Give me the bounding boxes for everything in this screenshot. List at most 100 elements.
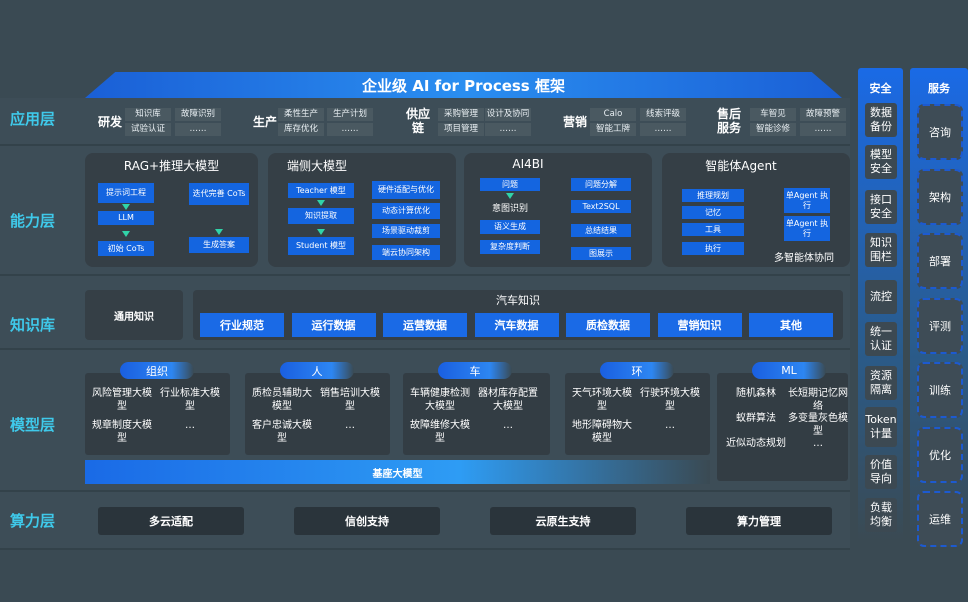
compute-item[interactable]: 多云适配 — [98, 507, 244, 535]
agent-panel: 智能体Agent 推理规划 记忆 工具 执行 单Agent 执行 单Agent … — [662, 153, 850, 267]
service-item[interactable]: 运维 — [917, 491, 963, 547]
agent-footer: 多智能体协同 — [774, 253, 834, 264]
framework-title: 企业级 AI for Process 框架 — [85, 72, 842, 98]
security-item[interactable]: 接口安全 — [865, 190, 897, 224]
service-item[interactable]: 训练 — [917, 362, 963, 418]
knowledge-item[interactable]: 运营数据 — [383, 313, 467, 337]
auto-knowledge-title: 汽车知识 — [496, 294, 540, 307]
knowledge-item[interactable]: 行业规范 — [200, 313, 284, 337]
layer-label-app: 应用层 — [10, 110, 56, 128]
rag-box: 生成答案 — [189, 237, 249, 253]
service-item[interactable]: 部署 — [917, 233, 963, 289]
model-panel-2 — [245, 373, 390, 455]
app-item[interactable]: 项目管理 — [438, 123, 484, 136]
security-item[interactable]: Token计量 — [865, 407, 897, 447]
model-item: 器材库存配置大模型 — [478, 388, 538, 412]
arrow-down-icon — [506, 193, 514, 199]
edge-box: Teacher 模型 — [288, 183, 354, 198]
app-layer-band — [0, 98, 850, 146]
security-item[interactable]: 资源隔离 — [865, 366, 897, 400]
ai4bi-box: 图展示 — [571, 247, 631, 260]
edge-title: 端侧大模型 — [286, 159, 347, 173]
edge-box: 硬件适配与优化 — [372, 181, 440, 199]
edge-box: 场景驱动裁剪 — [372, 224, 440, 238]
edge-box: Student 模型 — [288, 237, 354, 255]
model-category-pill[interactable]: 车 — [438, 362, 512, 379]
knowledge-item[interactable]: 质检数据 — [566, 313, 650, 337]
model-category-pill[interactable]: 环 — [600, 362, 674, 379]
model-item: 风险管理大模型 — [92, 388, 152, 412]
security-item[interactable]: 统一认证 — [865, 322, 897, 356]
app-item[interactable]: 知识库 — [125, 108, 171, 121]
arrow-down-icon — [122, 231, 130, 237]
agent-box: 执行 — [682, 242, 744, 255]
app-item[interactable]: 柔性生产 — [278, 108, 324, 121]
app-item[interactable]: 试验认证 — [125, 123, 171, 136]
security-item[interactable]: 数据备份 — [865, 103, 897, 137]
model-category-pill[interactable]: 组织 — [120, 362, 194, 379]
security-item[interactable]: 负载均衡 — [865, 498, 897, 532]
security-item[interactable]: 模型安全 — [865, 145, 897, 179]
app-item[interactable]: …… — [485, 123, 531, 136]
app-item[interactable]: …… — [327, 123, 373, 136]
app-item[interactable]: 设计及协同 — [485, 108, 531, 121]
app-group-label: 售后服务 — [716, 107, 741, 135]
app-item[interactable]: 故障预警 — [800, 108, 846, 121]
app-item[interactable]: 生产计划 — [327, 108, 373, 121]
app-item[interactable]: 库存优化 — [278, 123, 324, 136]
arrow-down-icon — [122, 204, 130, 210]
app-item[interactable]: 采购管理 — [438, 108, 484, 121]
more-ellipsis: … — [503, 420, 513, 431]
knowledge-item[interactable]: 汽车数据 — [474, 313, 559, 337]
general-knowledge: 通用知识 — [85, 290, 183, 340]
agent-box: 记忆 — [682, 206, 744, 219]
rag-panel: RAG+推理大模型 提示词工程 LLM 初始 CoTs 迭代完善 CoTs 生成… — [85, 153, 258, 267]
model-panel-4 — [565, 373, 710, 455]
compute-item[interactable]: 算力管理 — [686, 507, 832, 535]
compute-item[interactable]: 信创支持 — [294, 507, 440, 535]
security-item[interactable]: 流控 — [865, 280, 897, 314]
more-ellipsis: … — [813, 438, 823, 449]
rag-box: 提示词工程 — [98, 183, 154, 203]
model-item: 随机森林 — [736, 388, 776, 399]
security-item[interactable]: 知识围栏 — [865, 233, 897, 267]
base-model-bar: 基座大模型 — [85, 460, 710, 484]
model-item: 行驶环境大模型 — [640, 388, 700, 412]
knowledge-item[interactable]: 其他 — [749, 313, 833, 337]
service-item[interactable]: 架构 — [917, 168, 963, 225]
service-item[interactable]: 评测 — [917, 297, 963, 354]
app-item[interactable]: …… — [800, 123, 846, 136]
knowledge-item[interactable]: 营销知识 — [657, 313, 742, 337]
compute-item[interactable]: 云原生支持 — [490, 507, 636, 535]
service-item[interactable]: 优化 — [917, 426, 963, 483]
app-item[interactable]: …… — [175, 123, 221, 136]
more-ellipsis: … — [665, 420, 675, 431]
app-group-label: 研发 — [97, 115, 122, 129]
service-item[interactable]: 咨询 — [917, 104, 963, 160]
app-item[interactable]: 智能诊修 — [750, 123, 796, 136]
ai4bi-box: 问题分解 — [571, 178, 631, 191]
more-ellipsis: … — [185, 420, 195, 431]
app-group-label: 供应链 — [405, 107, 430, 135]
agent-exec-box: 单Agent 执行 — [784, 188, 830, 213]
model-item: 近似动态规划 — [726, 438, 786, 449]
model-item: 行业标准大模型 — [160, 388, 220, 412]
rag-title: RAG+推理大模型 — [123, 159, 220, 173]
layer-label-compute: 算力层 — [10, 512, 56, 530]
app-group-label: 营销 — [562, 115, 587, 129]
agent-box: 工具 — [682, 223, 744, 236]
app-item[interactable]: 故障识别 — [175, 108, 221, 121]
app-item[interactable]: 车智见 — [750, 108, 796, 121]
app-item[interactable]: Calo — [590, 108, 636, 121]
app-item[interactable]: …… — [640, 123, 686, 136]
model-item: 多变量灰色模型 — [788, 413, 848, 437]
model-category-pill[interactable]: 人 — [280, 362, 354, 379]
app-item[interactable]: 智能工牌 — [590, 123, 636, 136]
agent-exec-box: 单Agent 执行 — [784, 216, 830, 241]
app-item[interactable]: 线索评级 — [640, 108, 686, 121]
security-item[interactable]: 价值导向 — [865, 455, 897, 489]
model-category-pill[interactable]: ML — [752, 362, 826, 379]
model-item: 地形障碍物大模型 — [572, 420, 632, 444]
knowledge-item[interactable]: 运行数据 — [291, 313, 376, 337]
model-item: 车辆健康检测大模型 — [410, 388, 470, 412]
